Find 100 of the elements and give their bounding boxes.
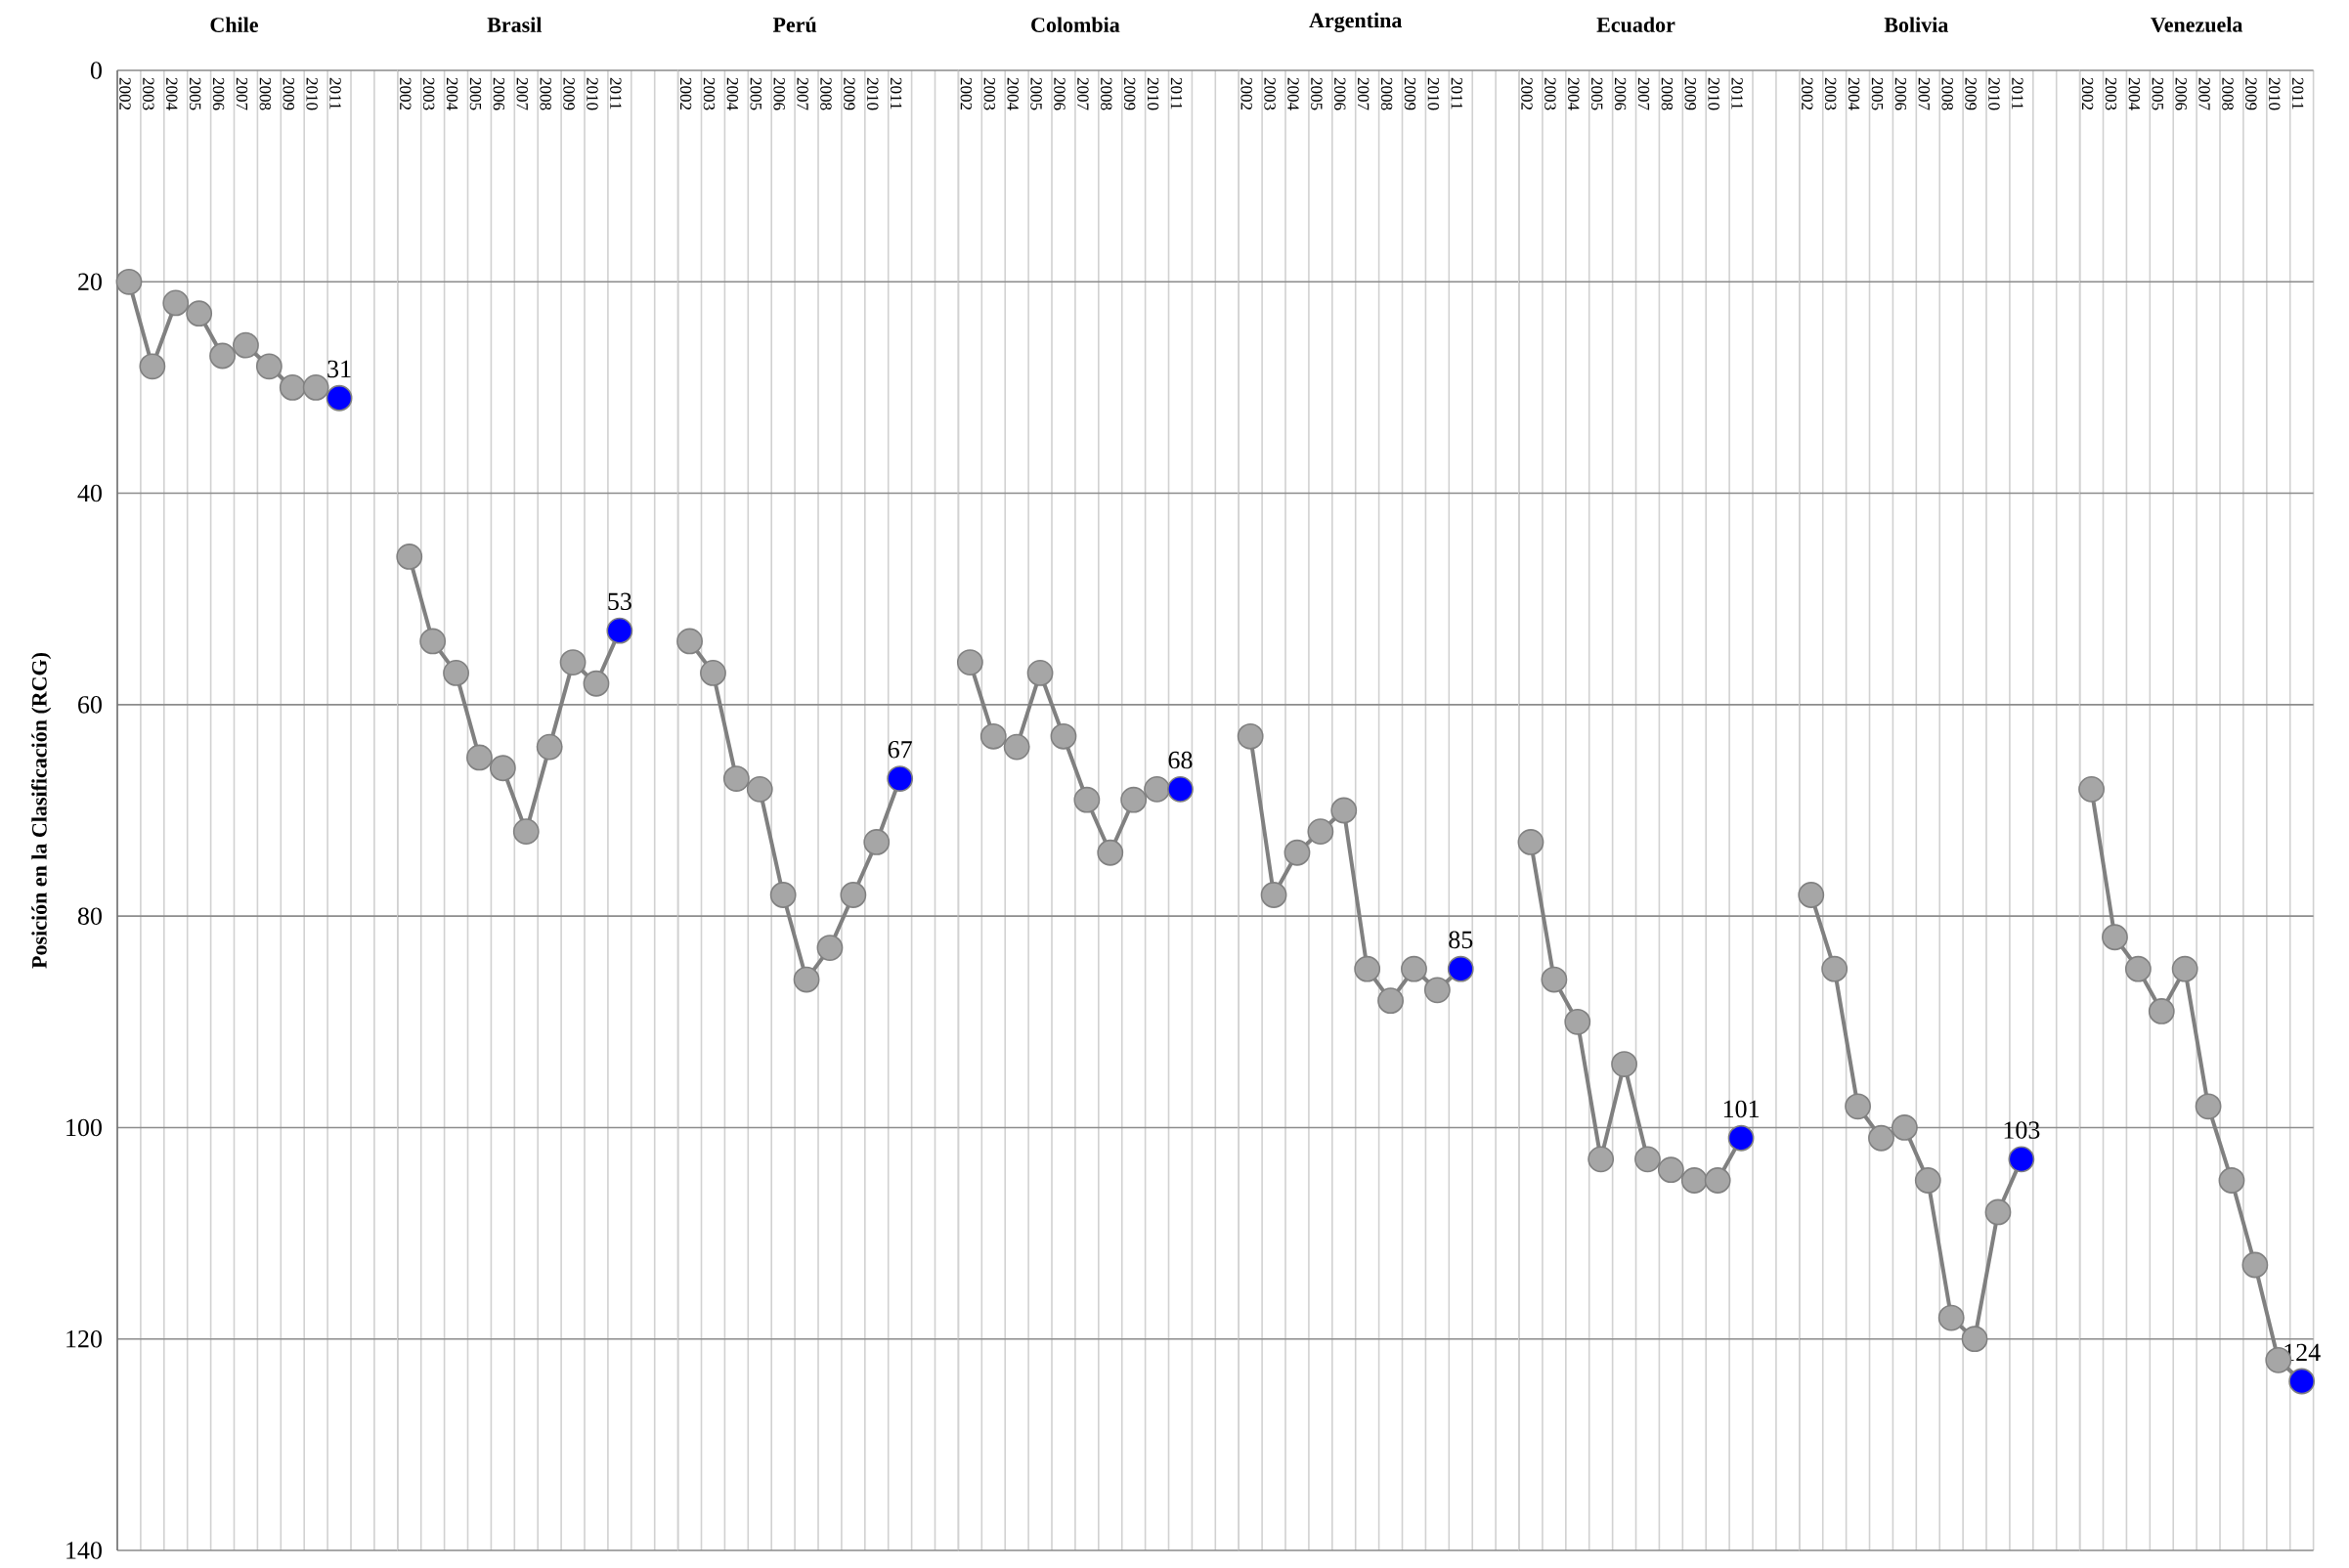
- chart-title: Argentina: [1309, 12, 1403, 32]
- data-label: 103: [2004, 1121, 2040, 1139]
- y-axis-title: Posición en la Clasificación (RCG): [31, 653, 52, 969]
- x-tick-label: 2003: [1264, 77, 1276, 110]
- x-tick-label: 2002: [960, 77, 973, 110]
- point: [1564, 1008, 1591, 1035]
- point: [1517, 829, 1544, 855]
- x-tick-label: 2007: [1357, 77, 1370, 110]
- point: [2195, 1093, 2222, 1120]
- x-tick-label: 2003: [143, 77, 154, 110]
- x-tick-label: 2004: [1287, 77, 1299, 110]
- y-tick-label: 140: [66, 1542, 102, 1559]
- data-label: 101: [1723, 1100, 1760, 1118]
- point: [606, 617, 633, 644]
- x-tick-label: 2010: [867, 77, 879, 110]
- point: [209, 342, 236, 370]
- point: [1097, 839, 1124, 866]
- point: [887, 765, 914, 792]
- point: [512, 818, 540, 846]
- point: [559, 649, 587, 675]
- point: [1914, 1167, 1941, 1194]
- x-tick-label: 2004: [446, 77, 458, 110]
- point: [1050, 722, 1077, 750]
- point: [1680, 1167, 1708, 1194]
- x-tick-label: 2005: [2152, 77, 2163, 110]
- point: [302, 374, 329, 401]
- point: [162, 289, 190, 317]
- x-tick-label: 2006: [493, 77, 505, 110]
- point: [255, 353, 283, 380]
- x-tick-label: 2005: [189, 77, 201, 110]
- data-label: 53: [608, 592, 631, 611]
- x-tick-label: 2005: [1871, 77, 1884, 110]
- x-tick-label: 2003: [1824, 77, 1837, 110]
- x-tick-label: 2007: [797, 77, 808, 110]
- point: [1167, 775, 1194, 803]
- data-label: 85: [1449, 931, 1473, 949]
- point: [1611, 1051, 1637, 1077]
- x-tick-label: 2011: [1170, 77, 1183, 109]
- point: [1727, 1124, 1755, 1152]
- x-tick-label: 2008: [1941, 77, 1953, 110]
- point: [1330, 797, 1358, 824]
- x-tick-label: 2006: [1894, 77, 1907, 110]
- point: [1354, 955, 1381, 982]
- point: [1026, 660, 1054, 686]
- chart-title: Ecuador: [1596, 17, 1675, 32]
- x-tick-label: 2008: [540, 77, 551, 110]
- point: [1937, 1304, 1965, 1331]
- point: [536, 733, 563, 761]
- point: [1798, 882, 1825, 908]
- x-tick-label: 2004: [726, 77, 739, 110]
- point: [326, 384, 353, 412]
- x-tick-label: 2009: [1684, 77, 1696, 110]
- chart-title: Colombia: [1031, 17, 1120, 32]
- x-tick-label: 2005: [1311, 77, 1323, 110]
- point: [722, 765, 750, 792]
- x-tick-label: 2007: [236, 77, 248, 110]
- x-tick-label: 2003: [983, 77, 995, 110]
- x-tick-label: 2010: [587, 77, 598, 110]
- x-tick-label: 2009: [2245, 77, 2257, 110]
- point: [863, 829, 891, 855]
- x-tick-label: 2003: [2105, 77, 2117, 110]
- x-tick-label: 2010: [1147, 77, 1159, 110]
- point: [1423, 977, 1451, 1004]
- point: [2078, 775, 2105, 803]
- x-tick-label: 2007: [516, 77, 528, 110]
- x-tick-label: 2002: [679, 77, 692, 110]
- y-tick-label: 0: [90, 62, 102, 79]
- point: [1704, 1167, 1731, 1194]
- x-tick-label: 2008: [820, 77, 832, 110]
- x-tick-label: 2008: [1380, 77, 1393, 110]
- x-tick-label: 2003: [422, 77, 435, 110]
- y-tick-label: 120: [66, 1329, 102, 1348]
- point: [1447, 955, 1474, 982]
- point: [419, 628, 447, 655]
- x-tick-label: 2008: [2222, 77, 2234, 110]
- x-tick-label: 2005: [750, 77, 761, 110]
- x-tick-label: 2002: [119, 77, 131, 110]
- x-tick-label: 2009: [1404, 77, 1416, 110]
- point: [793, 966, 820, 993]
- point: [1541, 966, 1568, 993]
- y-tick-label: 80: [77, 907, 102, 925]
- x-tick-label: 2004: [1848, 77, 1860, 110]
- x-tick-label: 2007: [2198, 77, 2210, 110]
- x-tick-label: 2009: [563, 77, 575, 110]
- point: [769, 882, 797, 908]
- point: [1821, 955, 1849, 982]
- data-label: 68: [1168, 751, 1193, 769]
- point: [700, 660, 726, 686]
- point: [1588, 1146, 1615, 1173]
- point: [2218, 1167, 2245, 1194]
- y-tick-label: 100: [66, 1118, 102, 1137]
- point: [956, 649, 983, 675]
- x-tick-label: 2002: [1240, 77, 1252, 110]
- x-tick-label: 2004: [1007, 77, 1019, 110]
- x-tick-label: 2009: [283, 77, 294, 110]
- y-tick-label: 20: [78, 273, 102, 291]
- x-tick-label: 2010: [2269, 77, 2281, 110]
- point: [2148, 998, 2175, 1024]
- point: [979, 722, 1007, 750]
- x-tick-label: 2005: [1590, 77, 1603, 110]
